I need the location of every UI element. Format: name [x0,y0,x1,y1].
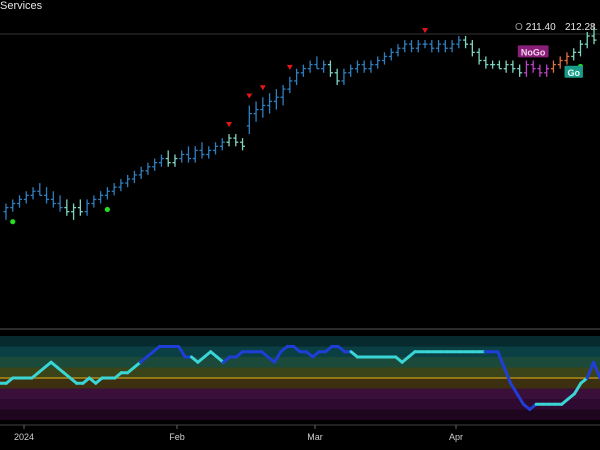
go-dot-marker [104,206,110,213]
ohlc-extra-label: L [592,22,598,33]
oscillator-segment [592,360,600,380]
oscillator-segment [509,381,519,396]
trend-label-box [517,45,549,58]
oscillator-band [0,336,600,347]
ohlc-high-value: 212.28 [565,22,596,33]
oscillator-band [0,388,600,399]
chart-title: Services [0,0,43,12]
oscillator-segment [496,350,506,369]
down-triangle-marker [422,28,429,34]
oscillator-segment [272,350,283,364]
x-tick-label: Feb [169,432,185,442]
oscillator-band [0,357,600,368]
oscillator-band [0,409,600,420]
ohlc-open-value: 211.40 [525,22,556,33]
ohlc-open-label: O [515,22,523,33]
down-triangle-marker [259,85,266,91]
down-triangle-marker [226,122,233,128]
oscillator-segment [177,345,187,359]
ohlc-high: 212.28 [565,22,596,33]
ohlc-open: O 211.40 [515,22,556,33]
oscillator-band [0,367,600,378]
oscillator-segment [502,366,513,385]
oscillator-band [0,378,600,389]
go-dot-marker [10,219,16,225]
oscillator-segment [572,381,583,396]
oscillator-segment [585,360,596,380]
trend-label: Go [567,68,580,78]
oscillator-segment [515,392,525,406]
ohlc-extra: L [592,22,600,33]
down-triangle-marker [246,93,253,99]
x-tick-label: Apr [449,432,463,442]
trend-label-box [564,65,583,78]
down-triangle-marker [286,64,293,70]
x-tick-label: Mar [307,432,323,442]
trend-label: NoGo [521,47,546,57]
x-tick-label: 2024 [14,432,34,442]
oscillator-band [0,399,600,410]
